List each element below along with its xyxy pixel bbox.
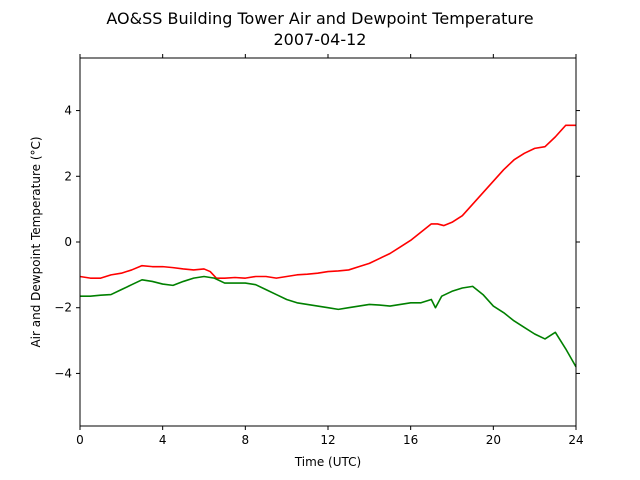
chart-title: AO&SS Building Tower Air and Dewpoint Te… bbox=[106, 9, 533, 28]
y-tick-label: −4 bbox=[54, 366, 72, 380]
x-tick-label: 0 bbox=[76, 433, 84, 447]
x-tick-label: 12 bbox=[320, 433, 335, 447]
x-tick-label: 20 bbox=[486, 433, 501, 447]
y-tick-label: −2 bbox=[54, 301, 72, 315]
x-tick-label: 4 bbox=[159, 433, 167, 447]
x-axis-label: Time (UTC) bbox=[294, 455, 361, 469]
y-tick-label: 0 bbox=[64, 235, 72, 249]
x-tick-label: 24 bbox=[568, 433, 583, 447]
plot-area bbox=[79, 57, 577, 427]
series-line-1 bbox=[79, 124, 576, 279]
y-tick-label: 4 bbox=[64, 104, 72, 118]
y-axis: −4 −2 0 2 4 bbox=[54, 104, 580, 380]
series-layer bbox=[79, 124, 577, 368]
chart-subtitle: 2007-04-12 bbox=[274, 30, 367, 49]
series-line-2 bbox=[80, 275, 577, 368]
x-axis: 0 4 8 12 16 20 24 bbox=[76, 54, 584, 447]
x-tick-label: 16 bbox=[403, 433, 418, 447]
y-axis-label: Air and Dewpoint Temperature (°C) bbox=[29, 136, 43, 347]
y-tick-label: 2 bbox=[64, 169, 72, 183]
x-tick-label: 8 bbox=[242, 433, 250, 447]
